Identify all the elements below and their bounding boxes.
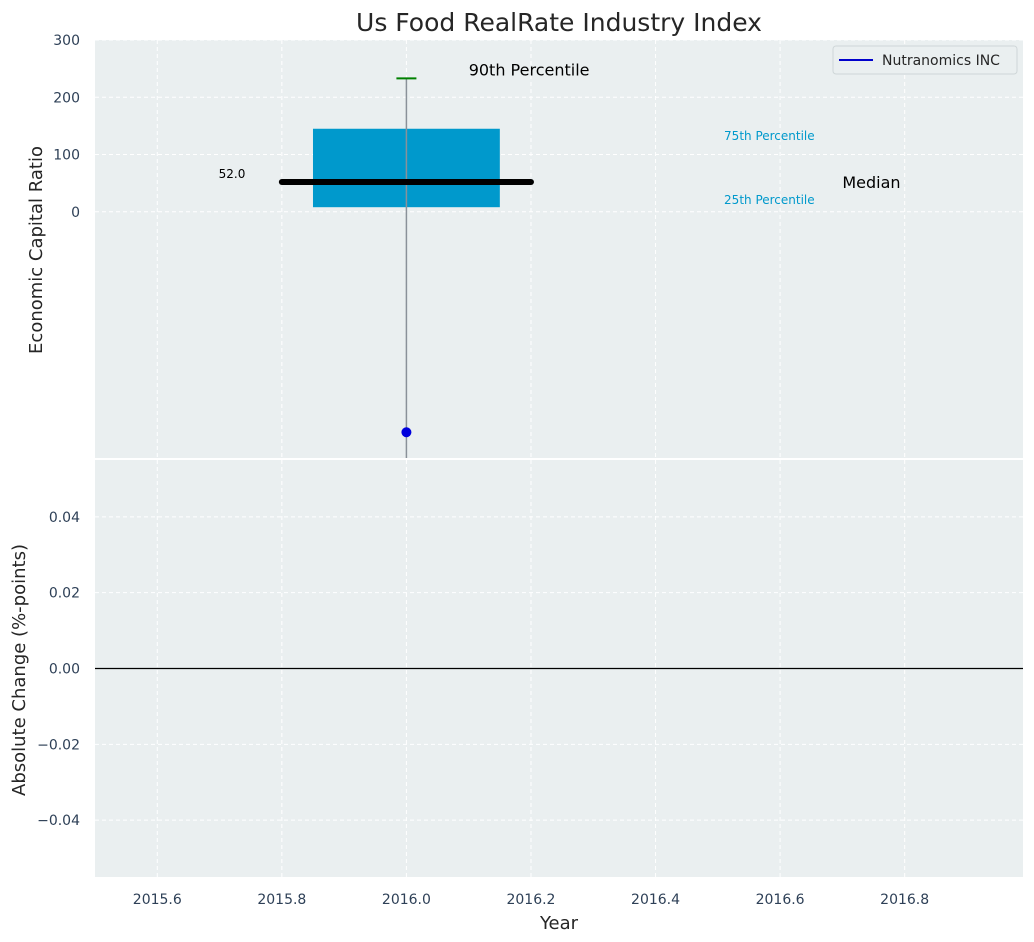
chart-title: Us Food RealRate Industry Index xyxy=(356,8,762,37)
x-tick-label: 2016.8 xyxy=(880,892,929,908)
bottom-panel-grid xyxy=(95,460,1023,877)
top-y-tick-label: 0 xyxy=(71,205,80,221)
bottom-y-tick-label: −0.04 xyxy=(37,813,80,829)
x-tick-label: 2016.0 xyxy=(382,892,431,908)
x-tick-label: 2015.8 xyxy=(257,892,306,908)
bottom-y-tick-label: 0.02 xyxy=(49,586,80,602)
top-panel-background xyxy=(95,40,1023,458)
legend: Nutranomics INC xyxy=(832,45,1018,75)
legend-label: Nutranomics INC xyxy=(882,53,1000,69)
bottom-y-tick-label: 0.04 xyxy=(49,510,80,526)
top-panel: 0 100 200 300 90th Percentile 75th Percentil… xyxy=(26,33,1023,458)
top-y-tick-label: 300 xyxy=(53,33,80,49)
x-tick-label: 2016.4 xyxy=(631,892,680,908)
legend-box xyxy=(832,45,1018,75)
top-panel-y-ticks: 0 100 200 300 xyxy=(53,33,80,221)
top-panel-marks: 90th Percentile 75th Percentile 25th Perce… xyxy=(219,60,901,458)
top-panel-grid xyxy=(95,39,1023,458)
bottom-panel-y-axis-label: Absolute Change (%-points) xyxy=(9,544,30,796)
company-point xyxy=(401,427,412,438)
bottom-panel: −0.04 −0.02 0.00 0.02 0.04 2015.6 2015.8 2016.… xyxy=(9,460,1023,934)
p75-label: 75th Percentile xyxy=(724,129,815,143)
p25-label: 25th Percentile xyxy=(724,193,815,207)
p90-label: 90th Percentile xyxy=(469,60,590,79)
bottom-panel-y-ticks: −0.04 −0.02 0.00 0.02 0.04 xyxy=(37,510,80,829)
x-tick-label: 2016.6 xyxy=(756,892,805,908)
median-label: Median xyxy=(842,173,900,192)
x-tick-label: 2016.2 xyxy=(506,892,555,908)
top-y-tick-label: 200 xyxy=(53,90,80,106)
x-tick-label: 2015.6 xyxy=(133,892,182,908)
x-axis-label: Year xyxy=(539,913,579,934)
x-axis-ticks: 2015.6 2015.8 2016.0 2016.2 2016.4 2016.6 2016… xyxy=(133,892,929,908)
bottom-y-tick-label: −0.02 xyxy=(37,737,80,753)
top-y-tick-label: 100 xyxy=(53,148,80,164)
median-value-label: 52.0 xyxy=(219,167,246,181)
bottom-y-tick-label: 0.00 xyxy=(49,662,80,678)
top-panel-y-axis-label: Economic Capital Ratio xyxy=(26,146,47,354)
